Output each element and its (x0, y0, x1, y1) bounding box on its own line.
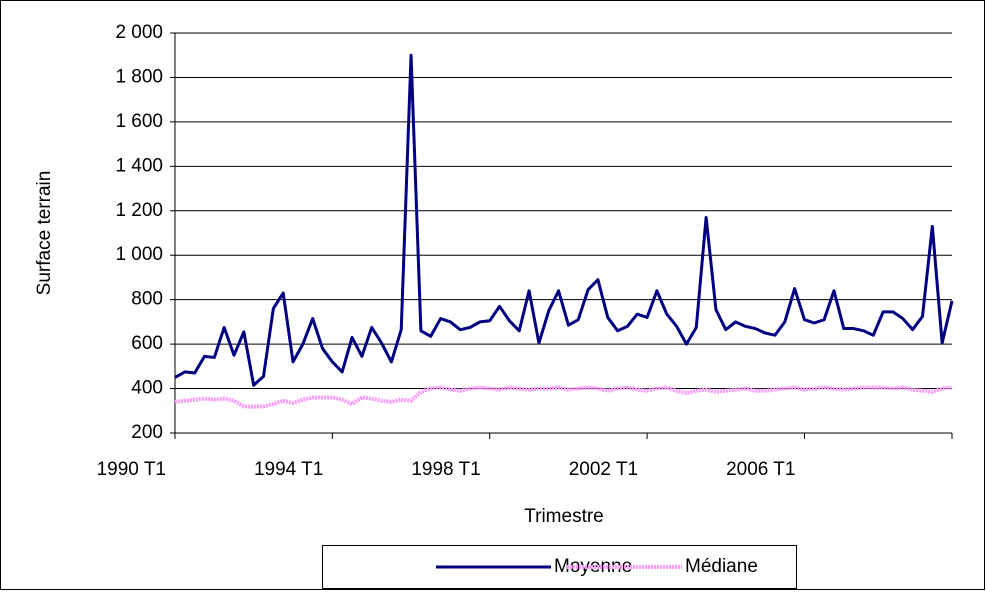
x-tick-label: 1990 T1 (97, 459, 166, 480)
y-axis-title: Surface terrain (34, 171, 55, 296)
x-axis-title: Trimestre (524, 506, 604, 527)
legend-label: Moyenne (554, 556, 632, 577)
y-tick-label: 400 (131, 378, 163, 399)
x-tick-label: 1998 T1 (411, 459, 480, 480)
series-line (174, 53, 954, 387)
y-tick-label: 1 400 (115, 155, 163, 176)
x-tick-label: 2002 T1 (569, 459, 638, 480)
y-tick-label: 600 (131, 333, 163, 354)
y-tick-label: 1 000 (115, 244, 163, 265)
y-tick-label: 800 (131, 289, 163, 310)
y-tick-label: 1 600 (115, 111, 163, 132)
series-line (174, 385, 953, 409)
y-tick-label: 2 000 (115, 22, 163, 43)
y-tick-label: 200 (131, 422, 163, 443)
x-tick-label: 1994 T1 (254, 459, 323, 480)
y-tick-label: 1 800 (115, 66, 163, 87)
legend-label: Médiane (685, 556, 758, 577)
y-tick-label: 1 200 (115, 200, 163, 221)
x-tick-label: 2006 T1 (726, 459, 795, 480)
legend (322, 545, 797, 589)
